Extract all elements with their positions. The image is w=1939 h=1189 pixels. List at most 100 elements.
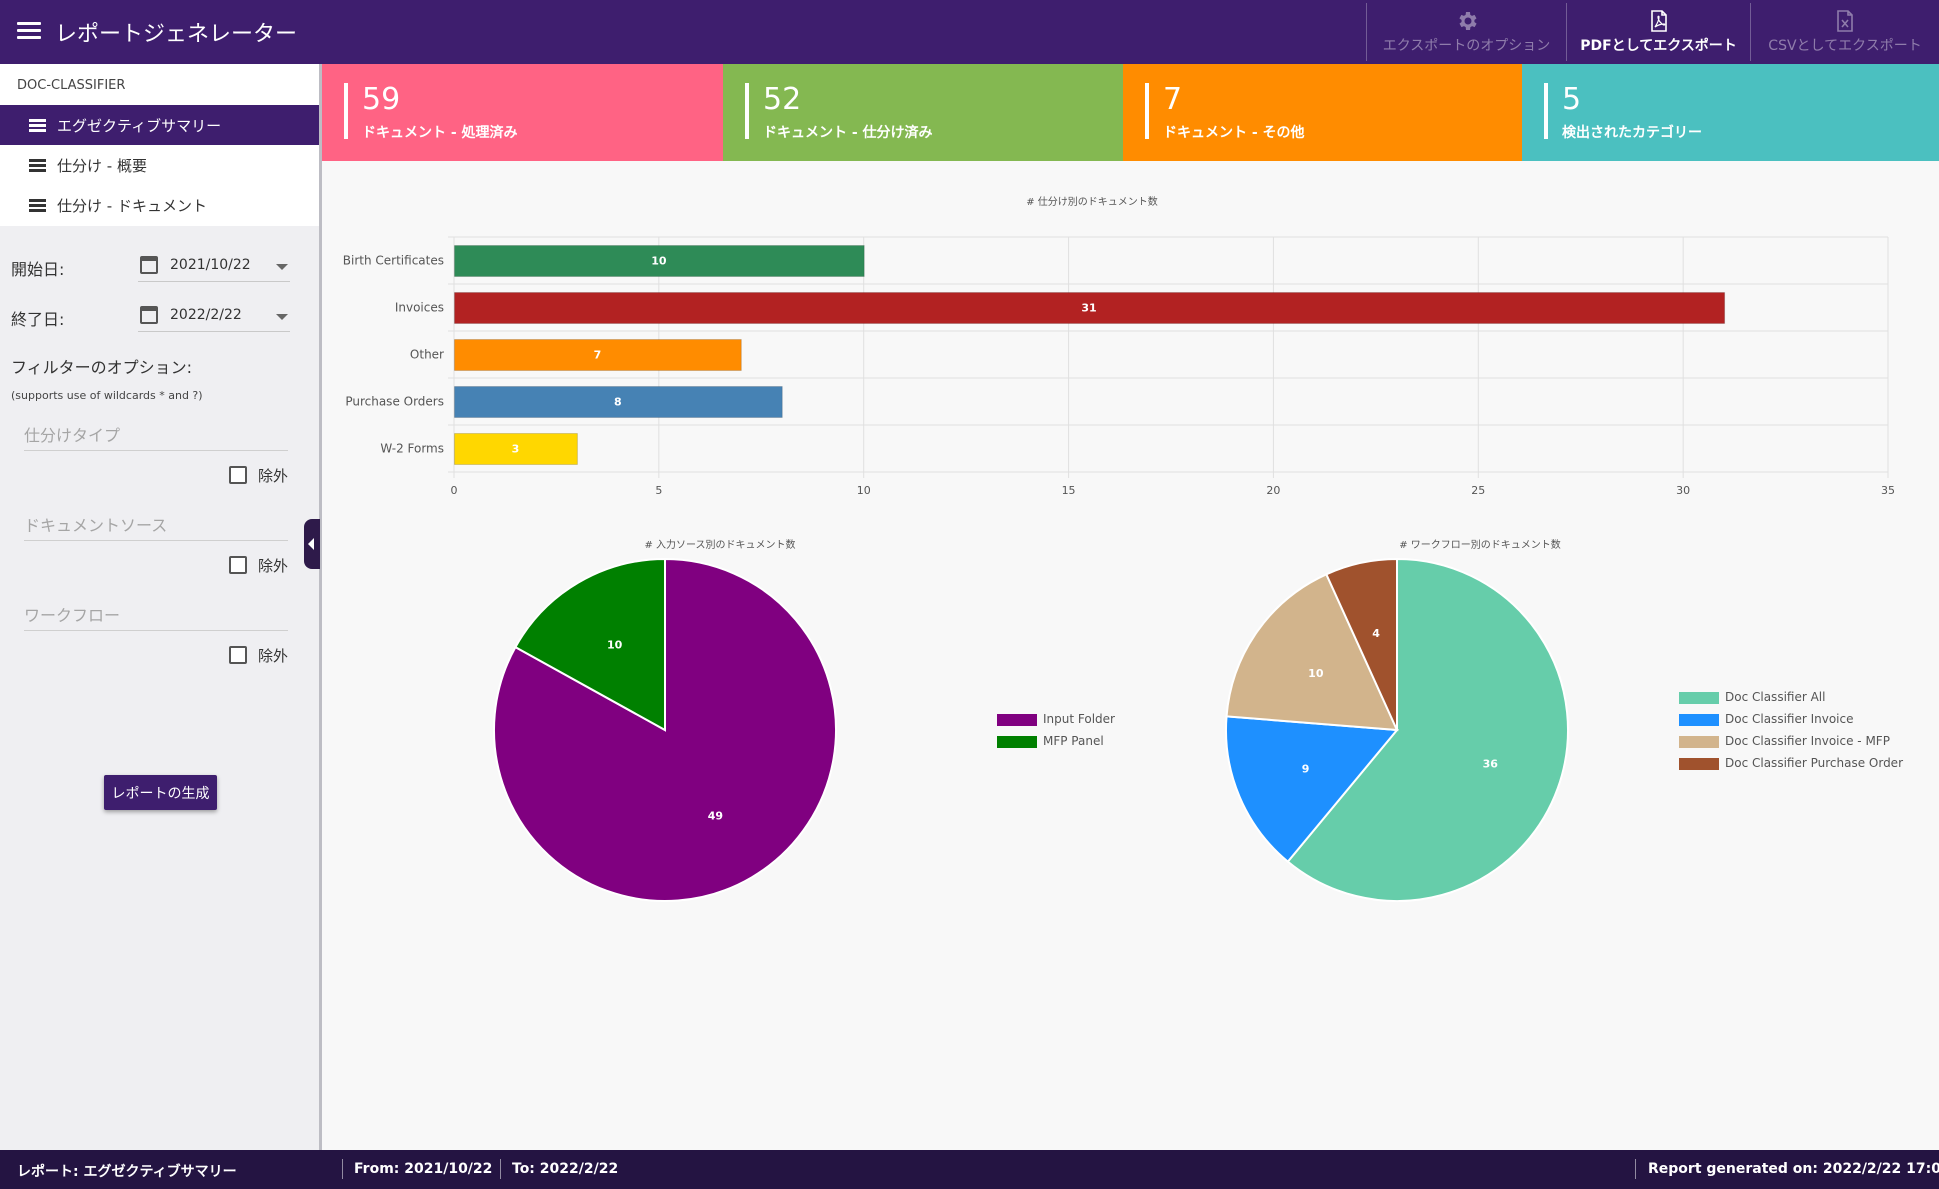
exclude-label: 除外 (258, 647, 289, 665)
bar-value-label: 31 (1081, 302, 1096, 315)
category-label: Invoices (395, 301, 444, 315)
checkbox[interactable] (229, 556, 247, 574)
x-tick-label: 5 (655, 484, 662, 497)
footer-divider (1635, 1159, 1636, 1179)
generate-report-button[interactable]: レポートの生成 (104, 775, 217, 810)
sidebar-item-label: 仕分け - 概要 (57, 157, 147, 175)
sidebar: DOC-CLASSIFIER エグゼクティブサマリー 仕分け - 概要 仕分け … (0, 64, 322, 1150)
stat-divider (745, 83, 749, 139)
start-date-value: 2021/10/22 (170, 257, 251, 273)
x-tick-label: 25 (1471, 484, 1485, 497)
legend-swatch (997, 714, 1037, 726)
bar[interactable] (454, 433, 578, 465)
status-footer: レポート: エグゼクティブサマリー From: 2021/10/22 To: 2… (0, 1150, 1939, 1189)
export-pdf-label: PDFとしてエクスポート (1580, 38, 1737, 54)
legend-swatch (1679, 714, 1719, 726)
footer-divider (342, 1159, 343, 1179)
list-icon (29, 119, 46, 132)
x-tick-label: 30 (1676, 484, 1690, 497)
sidebar-item-executive-summary[interactable]: エグゼクティブサマリー (0, 105, 319, 145)
stat-value: 7 (1163, 82, 1183, 117)
x-tick-label: 20 (1266, 484, 1280, 497)
sidebar-item-label: 仕分け - ドキュメント (57, 197, 207, 215)
export-options-button[interactable]: エクスポートのオプション (1366, 3, 1566, 61)
bar[interactable] (454, 245, 865, 277)
stat-label: ドキュメント - 仕分け済み (763, 125, 933, 141)
stat-divider (1544, 83, 1548, 139)
legend-swatch (1679, 692, 1719, 704)
sidebar-item-sorting-documents[interactable]: 仕分け - ドキュメント (0, 185, 319, 225)
bar-value-label: 7 (594, 349, 602, 362)
sidebar-item-sorting-overview[interactable]: 仕分け - 概要 (0, 145, 319, 185)
sidebar-item-label: エグゼクティブサマリー (57, 117, 222, 135)
stat-divider (1145, 83, 1149, 139)
stat-value: 5 (1562, 82, 1582, 117)
export-pdf-button[interactable]: PDFとしてエクスポート (1566, 3, 1750, 61)
bar-value-label: 10 (651, 255, 667, 268)
pie-slice[interactable] (493, 557, 837, 902)
legend-label: Doc Classifier Invoice (1725, 712, 1854, 726)
start-date-label: 開始日: (11, 260, 65, 279)
bar[interactable] (454, 292, 1726, 324)
checkbox[interactable] (229, 466, 247, 484)
export-csv-button[interactable]: CSVとしてエクスポート (1750, 3, 1939, 61)
pie-value-label: 49 (708, 809, 723, 822)
stat-tile-processed: 59 ドキュメント - 処理済み (322, 64, 723, 161)
bar[interactable] (454, 386, 783, 418)
bar[interactable] (454, 339, 742, 371)
legend-swatch (997, 736, 1037, 748)
filter-hint: (supports use of wildcards * and ?) (11, 389, 203, 402)
stat-label: ドキュメント - その他 (1163, 125, 1305, 141)
workflow-pie-chart: 36 9 10 4 (1225, 557, 1569, 902)
end-date-label: 終了日: (11, 310, 65, 329)
checkbox[interactable] (229, 646, 247, 664)
footer-divider (500, 1159, 501, 1179)
document-source-input[interactable] (24, 511, 288, 541)
pdf-file-icon (1650, 10, 1667, 32)
sort-type-exclude-checkbox[interactable]: 除外 (229, 464, 309, 486)
workflow-pie-title: # ワークフロー別のドキュメント数 (1399, 540, 1561, 551)
pie-slice[interactable] (1325, 557, 1398, 731)
calendar-icon (140, 256, 158, 274)
gear-icon (1458, 12, 1477, 30)
stat-tile-other: 7 ドキュメント - その他 (1123, 64, 1522, 161)
stat-tile-categories: 5 検出されたカテゴリー (1522, 64, 1939, 161)
document-source-exclude-checkbox[interactable]: 除外 (229, 554, 309, 576)
sort-type-input[interactable] (24, 421, 288, 451)
stat-value: 59 (362, 82, 401, 117)
legend-label: Input Folder (1043, 712, 1115, 726)
bar-value-label: 3 (512, 443, 520, 456)
bar-chart-title: # 仕分け別のドキュメント数 (1026, 197, 1158, 208)
workflow-input[interactable] (24, 601, 288, 631)
category-label: Other (410, 348, 444, 362)
calendar-icon (140, 306, 158, 324)
end-date-value: 2022/2/22 (170, 307, 242, 323)
x-tick-label: 15 (1062, 484, 1076, 497)
export-csv-label: CSVとしてエクスポート (1768, 38, 1922, 54)
pie-value-label: 36 (1483, 758, 1499, 771)
menu-icon[interactable] (14, 18, 44, 46)
start-date-picker[interactable]: 2021/10/22 (138, 250, 290, 282)
end-date-picker[interactable]: 2022/2/22 (138, 300, 290, 332)
pie-slice[interactable] (1225, 715, 1399, 864)
stat-value: 52 (763, 82, 802, 117)
chevron-left-icon (308, 538, 314, 550)
pie-slice[interactable] (1225, 572, 1399, 732)
legend-label: MFP Panel (1043, 734, 1104, 748)
legend-label: Doc Classifier All (1725, 690, 1826, 704)
pie-slice[interactable] (1286, 557, 1569, 902)
collapse-sidebar-button[interactable] (304, 519, 320, 569)
legend-label: Doc Classifier Purchase Order (1725, 756, 1903, 770)
sidebar-heading: DOC-CLASSIFIER (17, 78, 126, 93)
stat-tile-sorted: 52 ドキュメント - 仕分け済み (723, 64, 1123, 161)
source-pie-chart: 49 10 (493, 557, 837, 902)
exclude-label: 除外 (258, 557, 289, 575)
workflow-exclude-checkbox[interactable]: 除外 (229, 644, 309, 666)
pie-slice[interactable] (514, 557, 666, 732)
x-tick-label: 35 (1881, 484, 1895, 497)
category-label: Purchase Orders (345, 395, 444, 409)
footer-generated: Report generated on: 2022/2/22 17:09:31 (1648, 1161, 1939, 1177)
pie-value-label: 9 (1302, 763, 1310, 776)
filter-options-title: フィルターのオプション: (11, 358, 193, 377)
footer-to: To: 2022/2/22 (512, 1161, 619, 1177)
